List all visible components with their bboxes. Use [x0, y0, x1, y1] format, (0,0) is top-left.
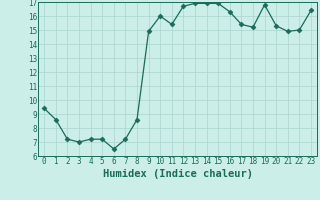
- X-axis label: Humidex (Indice chaleur): Humidex (Indice chaleur): [103, 169, 252, 179]
